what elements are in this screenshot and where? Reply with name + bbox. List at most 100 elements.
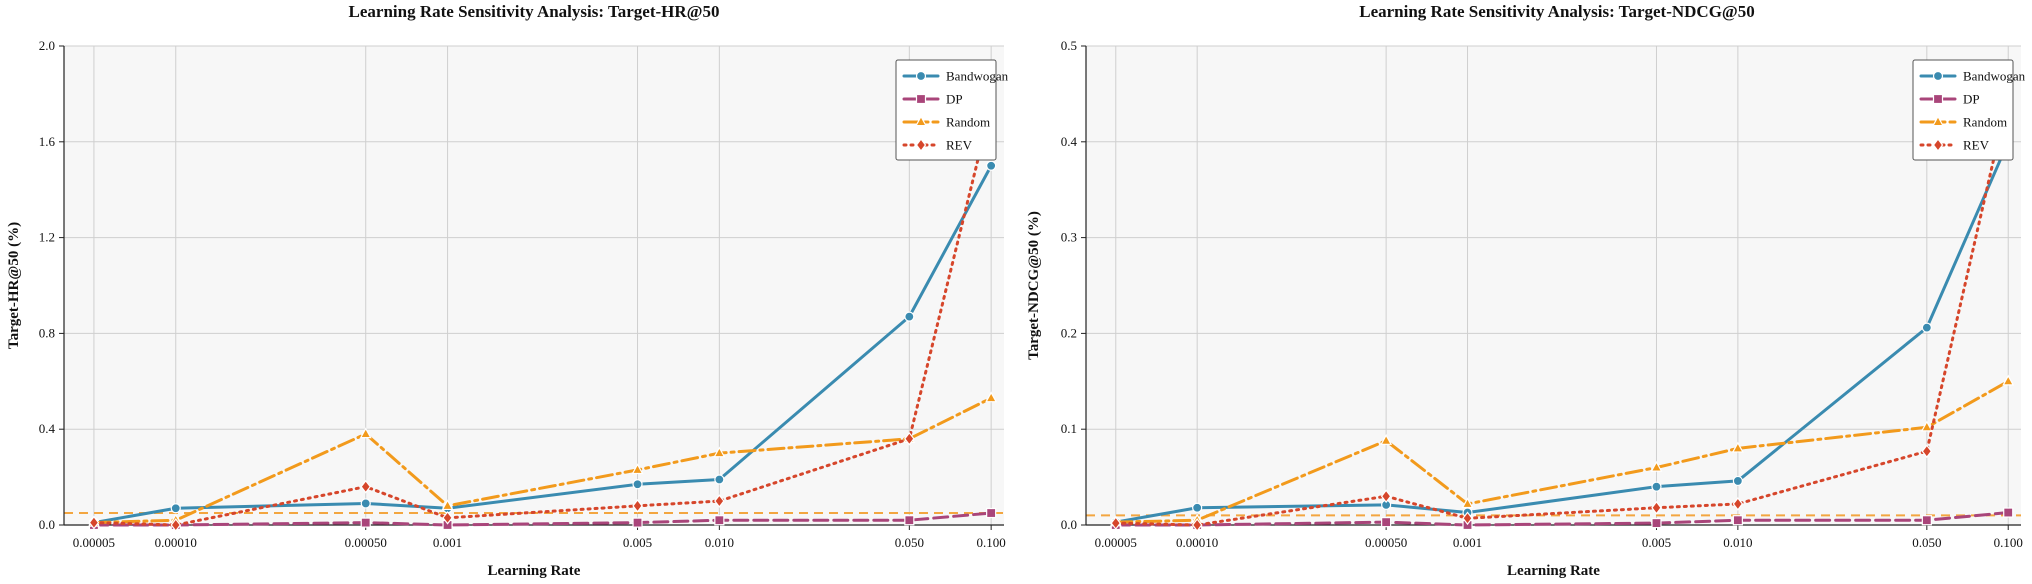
hr-ytick-label: 1.2 xyxy=(39,230,55,245)
hr-series-rev xyxy=(88,99,997,532)
ndcg-series-random-point xyxy=(1650,460,1663,472)
hr-series-random-point xyxy=(631,463,644,475)
ndcg-xtick-label: 0.00005 xyxy=(1095,535,1137,550)
hr-xtick-label: 0.005 xyxy=(623,535,652,550)
hr-series-random-point xyxy=(985,391,998,403)
ndcg-series-dp-point xyxy=(1732,515,1743,526)
hr-series-bandwogan-point xyxy=(170,503,181,514)
hr-legend-label-rev: REV xyxy=(946,138,973,153)
hr-series-rev-point xyxy=(170,518,182,532)
ndcg-plot-area xyxy=(1086,46,2021,525)
ndcg-series-random-point xyxy=(1920,420,1933,432)
hr-series-dp-line xyxy=(92,511,993,527)
hr-x-axis-label: Learning Rate xyxy=(488,563,581,579)
ndcg-series-rev-line xyxy=(1114,94,2010,527)
ndcg-xtick-label: 0.001 xyxy=(1453,535,1482,550)
hr-series-rev-point xyxy=(904,431,915,446)
ndcg-series-bandwogan-point xyxy=(1651,481,1662,492)
hr-ytick-label: 0.8 xyxy=(39,325,55,340)
hr-ytick-label: 0.0 xyxy=(39,517,55,532)
hr-series-rev-point xyxy=(632,499,643,513)
ndcg-legend-label-bandwogan: Bandwogan xyxy=(1963,69,2026,84)
ndcg-xtick-label: 0.005 xyxy=(1642,535,1671,550)
hr-legend-label-dp: DP xyxy=(946,92,963,107)
ndcg-series-dp-point xyxy=(1651,517,1662,529)
hr-plot-area xyxy=(64,46,1004,525)
ndcg-series-random-line xyxy=(1114,379,2010,524)
hr-legend-marker-dp xyxy=(915,93,927,105)
ndcg-legend-marker-dp xyxy=(1932,93,1944,105)
ndcg-ytick-label: 0.2 xyxy=(1061,325,1077,340)
ndcg-legend-box xyxy=(1912,59,2014,161)
hr-series-rev-point xyxy=(88,515,100,530)
ndcg-xtick-label: 0.00050 xyxy=(1365,535,1407,550)
hr-xtick-label: 0.010 xyxy=(705,535,734,550)
ndcg-series-rev-point xyxy=(1462,511,1473,526)
hr-series-rev-point xyxy=(360,479,371,494)
hr-legend-marker-random xyxy=(915,115,927,127)
ndcg-series-random-point xyxy=(1731,441,1744,453)
ndcg-series-random-point xyxy=(1461,497,1474,509)
ndcg-xtick-label: 0.00010 xyxy=(1176,535,1218,550)
hr-series-random-point xyxy=(359,427,372,439)
ndcg-ytick-label: 0.3 xyxy=(1061,230,1077,245)
ndcg-series-rev xyxy=(1110,88,2014,532)
hr-series-dp-point xyxy=(904,515,915,526)
hr-legend-label-random: Random xyxy=(946,115,990,130)
hr-ytick-label: 2.0 xyxy=(39,38,55,53)
hr-series-dp-point xyxy=(714,515,725,526)
ndcg-series-rev-point xyxy=(1191,518,1203,532)
ndcg-legend-marker-bandwogan xyxy=(1932,70,1944,82)
hr-series-random-line xyxy=(92,396,993,525)
ndcg-chart-title: Learning Rate Sensitivity Analysis: Targ… xyxy=(1359,2,1755,21)
hr-xtick-label: 0.050 xyxy=(895,535,924,550)
hr-series-dp-point xyxy=(360,517,371,528)
hr-series-random-point xyxy=(441,499,454,511)
hr-xtick-label: 0.00005 xyxy=(73,535,115,550)
hr-xtick-label: 0.100 xyxy=(977,535,1006,550)
hr-series-bandwogan-point xyxy=(632,479,643,490)
ndcg-ytick-label: 0.4 xyxy=(1061,134,1078,149)
hr-series-bandwogan-point xyxy=(904,311,915,322)
hr-series-dp-point xyxy=(986,507,997,519)
ndcg-ytick-label: 0.0 xyxy=(1061,517,1077,532)
ndcg-series-dp-line xyxy=(1114,511,2010,527)
hr-ytick-label: 1.6 xyxy=(39,134,56,149)
ndcg-ytick-label: 0.1 xyxy=(1061,421,1077,436)
hr-ytick-label: 0.4 xyxy=(39,421,56,436)
ndcg-series-rev-point xyxy=(1732,497,1744,511)
hr-series-rev-line xyxy=(92,104,993,527)
chart-ndcg: Learning Rate Sensitivity Analysis: Targ… xyxy=(1026,2,2026,579)
ndcg-xtick-label: 0.050 xyxy=(1912,535,1941,550)
ndcg-legend-label-rev: REV xyxy=(1963,138,1990,153)
ndcg-series-bandwogan-point xyxy=(1732,475,1743,487)
hr-legend-label-bandwogan: Bandwogan xyxy=(946,69,1009,84)
hr-legend-box xyxy=(895,59,997,161)
hr-series-dp-point xyxy=(632,517,643,528)
ndcg-legend-marker-rev xyxy=(1932,138,1944,152)
hr-legend: Bandwogan DP Random REV xyxy=(895,59,1009,161)
ndcg-series-rev-point xyxy=(1380,489,1392,504)
chart-hr: Learning Rate Sensitivity Analysis: Targ… xyxy=(6,2,1009,579)
ndcg-series-dp-point xyxy=(1921,515,1932,526)
hr-series-rev-point xyxy=(442,510,453,525)
ndcg-series-random-point xyxy=(2002,374,2015,386)
ndcg-legend-marker-random xyxy=(1932,115,1944,127)
ndcg-series-rev-point xyxy=(1651,500,1662,515)
chart-panel-ndcg: Learning Rate Sensitivity Analysis: Targ… xyxy=(1016,0,2032,584)
hr-xtick-label: 0.001 xyxy=(433,535,462,550)
hr-y-axis-label: Target-HR@50 (%) xyxy=(6,222,22,349)
ndcg-legend-label-random: Random xyxy=(1963,115,2007,130)
ndcg-series-rev-point xyxy=(1110,516,1122,530)
ndcg-series-bandwogan-point xyxy=(1921,322,1932,333)
ndcg-xtick-label: 0.100 xyxy=(1994,535,2023,550)
hr-series-random-point xyxy=(713,446,726,458)
ndcg-legend: Bandwogan DP Random REV xyxy=(1912,59,2026,161)
chart-panel-hr: Learning Rate Sensitivity Analysis: Targ… xyxy=(6,2,1009,579)
hr-series-rev-point xyxy=(714,494,725,508)
ndcg-series-dp-point xyxy=(1381,517,1392,528)
hr-series-bandwogan-point xyxy=(714,474,725,485)
ndcg-legend-label-dp: DP xyxy=(1963,92,1980,107)
hr-xtick-label: 0.00050 xyxy=(345,535,387,550)
ndcg-ytick-label: 0.5 xyxy=(1061,38,1077,53)
